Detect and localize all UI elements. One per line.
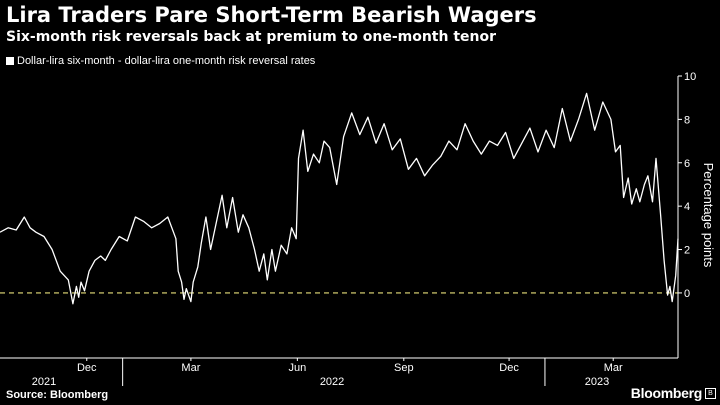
y-tick-label: 0 bbox=[684, 288, 690, 300]
x-tick-label: Mar bbox=[604, 362, 623, 374]
x-tick-label: Jun bbox=[288, 362, 306, 374]
bloomberg-logo: Bloomberg B bbox=[631, 385, 716, 401]
brand-mark-icon: B bbox=[705, 387, 716, 399]
x-tick-label: Dec bbox=[499, 362, 519, 374]
legend-swatch bbox=[6, 57, 14, 65]
year-label: 2022 bbox=[320, 376, 344, 388]
chart-legend: Dollar-lira six-month - dollar-lira one-… bbox=[6, 54, 315, 68]
source-note: Source: Bloomberg bbox=[6, 389, 109, 401]
chart-title: Lira Traders Pare Short-Term Bearish Wag… bbox=[6, 3, 537, 27]
brand-name: Bloomberg bbox=[630, 385, 703, 401]
y-tick-label: 6 bbox=[684, 158, 690, 170]
series-line bbox=[0, 92, 679, 305]
year-label: 2021 bbox=[32, 376, 56, 388]
y-tick-label: 2 bbox=[684, 245, 690, 257]
year-label: 2023 bbox=[585, 376, 609, 388]
x-tick-label: Sep bbox=[394, 362, 414, 374]
y-tick-label: 4 bbox=[684, 201, 690, 213]
y-axis-label: Percentage points bbox=[701, 163, 716, 268]
y-tick-label: 8 bbox=[684, 114, 690, 126]
x-tick-label: Dec bbox=[77, 362, 97, 374]
x-tick-label: Mar bbox=[181, 362, 200, 374]
chart-subtitle: Six-month risk reversals back at premium… bbox=[6, 29, 497, 45]
y-tick-label: 10 bbox=[684, 71, 696, 83]
legend-label: Dollar-lira six-month - dollar-lira one-… bbox=[17, 55, 316, 67]
